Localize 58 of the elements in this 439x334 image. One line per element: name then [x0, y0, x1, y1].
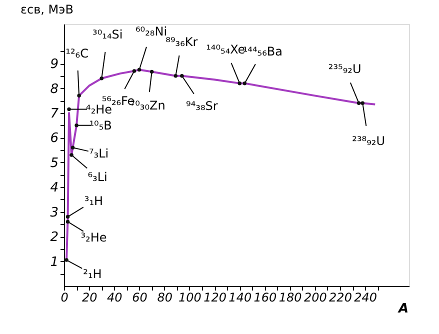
x-tick-label: 120	[204, 290, 227, 304]
x-tick-label: 240	[354, 290, 378, 304]
x-tick-label: 40	[107, 290, 123, 304]
annotation: ¹²₆C	[66, 46, 88, 61]
x-tick-label: 180	[278, 290, 302, 304]
y-tick-label: 2	[50, 230, 58, 246]
x-tick-label: 20	[82, 290, 98, 304]
point	[132, 69, 136, 73]
x-tick-label: 80	[157, 290, 173, 304]
x-tick-label: 200	[304, 290, 328, 304]
annotation: ⁷₃Li	[88, 146, 109, 161]
point	[242, 81, 247, 86]
point	[74, 123, 78, 128]
y-tick-label: 8	[50, 82, 58, 97]
x-tick-label: 220	[329, 290, 352, 304]
point	[66, 220, 70, 224]
point	[180, 74, 184, 78]
y-tick-label: 7	[50, 106, 60, 122]
x-tick-label: 0	[60, 290, 69, 304]
point	[100, 76, 104, 80]
annotation: ¹⁰₅B	[89, 118, 112, 132]
annotation: ²³⁸₉₂U	[352, 134, 386, 148]
point	[64, 258, 68, 262]
point	[77, 94, 81, 98]
point	[70, 146, 75, 150]
y-tick-label: 4	[50, 180, 58, 196]
annotation: ¹⁴⁴₅₆Ba	[242, 44, 282, 58]
annotation: ³₁H	[84, 194, 104, 208]
y-axis-title: εсв, МэВ	[20, 2, 74, 16]
x-tick-label: 60	[132, 290, 148, 304]
annotation: ⁸⁹₃₆Kr	[166, 34, 198, 49]
point	[174, 74, 178, 78]
x-tick-label: 140	[228, 290, 252, 304]
annotation: ²³⁵₉₂U	[328, 62, 362, 76]
x-axis-title: A	[397, 302, 409, 316]
point	[360, 101, 364, 105]
annotation: ³₂He	[80, 230, 107, 245]
annotation: ⁴₂He	[86, 102, 112, 116]
point	[137, 68, 142, 72]
annotation: ⁶⁰₂₈Ni	[135, 24, 168, 39]
point	[70, 153, 74, 157]
y-tick-label: 5	[50, 156, 58, 171]
point	[67, 107, 71, 112]
annotation: ⁶₃Li	[88, 170, 108, 184]
annotation: ²₁H	[83, 267, 102, 282]
point	[356, 101, 361, 105]
y-tick-label: 3	[50, 205, 58, 220]
point	[238, 81, 242, 86]
y-tick-label: 9	[50, 57, 58, 72]
y-tick-label: 6	[50, 131, 58, 146]
x-tick-label: 100	[178, 290, 202, 304]
annotation: ¹⁴⁰₅₄Xe	[206, 42, 246, 56]
point	[150, 70, 154, 74]
x-tick-label: 160	[254, 290, 278, 304]
annotation: ⁹⁴₃₈Sr	[186, 98, 218, 113]
point	[66, 214, 70, 219]
y-tick-label: 1	[50, 254, 58, 270]
annotation: ³⁰₁₄Si	[92, 27, 123, 42]
